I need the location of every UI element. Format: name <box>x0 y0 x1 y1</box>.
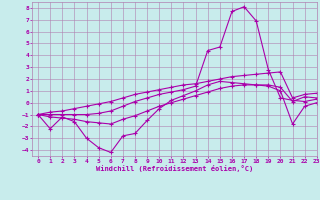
X-axis label: Windchill (Refroidissement éolien,°C): Windchill (Refroidissement éolien,°C) <box>96 165 253 172</box>
